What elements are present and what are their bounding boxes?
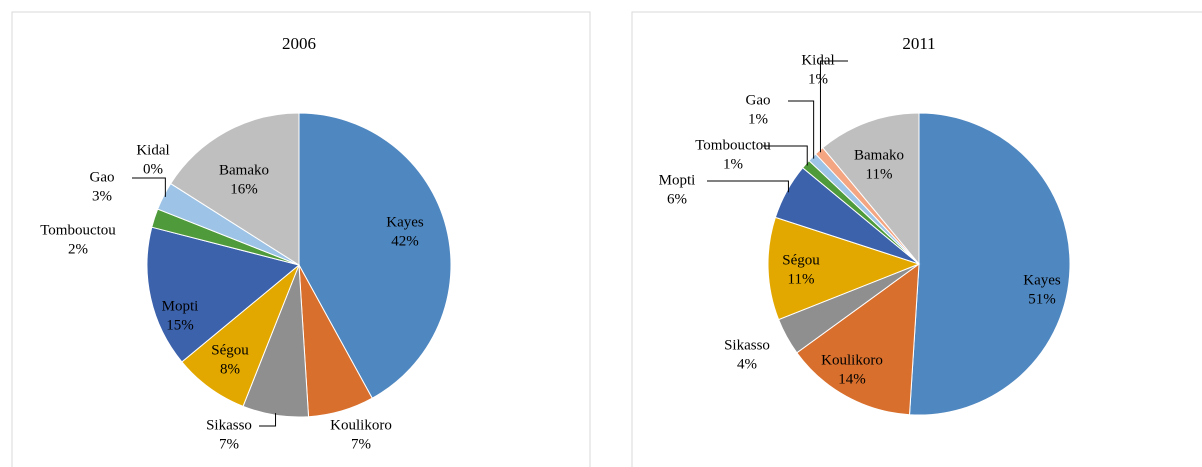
leader-line [763, 145, 808, 166]
leader-line [788, 100, 815, 159]
slice-label: Tombouctou [695, 137, 771, 153]
slice-value: 0% [143, 161, 163, 177]
leader-line [259, 413, 277, 427]
slice-label: Mopti [162, 298, 199, 314]
slice-label: Kayes [1023, 272, 1061, 288]
slice-label: Kidal [136, 142, 169, 158]
slice-value: 8% [220, 361, 240, 377]
slice-label: Gao [90, 169, 115, 185]
slice-label: Kayes [386, 214, 424, 230]
slice-value: 14% [838, 371, 866, 387]
slice-value: 7% [219, 436, 239, 452]
slice-value: 42% [391, 233, 419, 249]
slice-value: 51% [1028, 291, 1056, 307]
slice-value: 6% [667, 191, 687, 207]
pie-slice [146, 226, 301, 363]
chart-title: 2011 [902, 34, 935, 53]
pie-slice [908, 112, 1071, 416]
slice-value: 2% [68, 241, 88, 257]
pie-slice [298, 112, 452, 399]
slice-label: Kidal [801, 52, 834, 68]
chart-title: 2006 [282, 34, 316, 53]
slice-label: Koulikoro [821, 352, 883, 368]
slice-value: 11% [788, 271, 815, 287]
leader-line [819, 60, 848, 153]
pie-slice [822, 112, 920, 266]
slice-value: 3% [92, 188, 112, 204]
slice-value: 11% [866, 166, 893, 182]
slice-value: 1% [748, 111, 768, 127]
slice-label: Sikasso [206, 417, 252, 433]
leader-line [707, 180, 789, 193]
slice-value: 7% [351, 436, 371, 452]
slice-value: 15% [166, 317, 194, 333]
slice-label: Tombouctou [40, 222, 116, 238]
slice-label: Mopti [659, 172, 696, 188]
slice-value: 1% [723, 156, 743, 172]
slice-value: 16% [230, 181, 258, 197]
slice-label: Ségou [211, 342, 249, 358]
slice-label: Gao [746, 92, 771, 108]
pie-slice [796, 262, 920, 416]
slice-label: Bamako [854, 147, 904, 163]
leader-line [132, 177, 166, 197]
pie-slice [169, 112, 300, 266]
slice-value: 4% [737, 356, 757, 372]
slice-label: Ségou [782, 252, 820, 268]
slice-label: Koulikoro [330, 417, 392, 433]
slice-label: Bamako [219, 162, 269, 178]
pie-slice [767, 216, 921, 321]
slice-value: 1% [808, 71, 828, 87]
slice-label: Sikasso [724, 337, 770, 353]
